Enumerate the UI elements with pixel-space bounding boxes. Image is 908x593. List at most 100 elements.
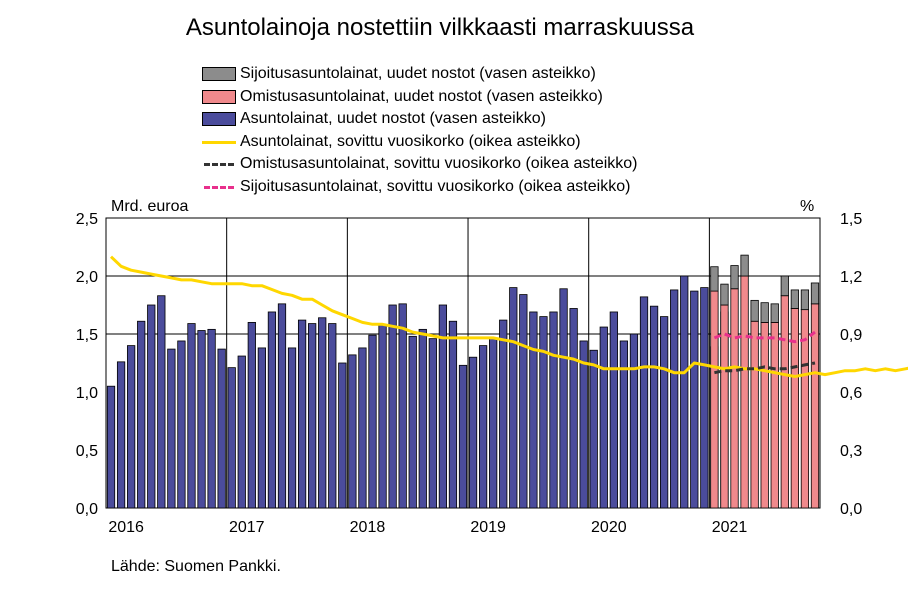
x-tick-label: 2017 [229,519,265,536]
legend-item-asunto-rate: Asuntolainat, sovittu vuosikorko (oikea … [202,131,638,154]
bar-asuntolainat [448,320,458,509]
legend-label-asunto-rate: Asuntolainat, sovittu vuosikorko (oikea … [240,132,581,150]
bar-asuntolainat [519,294,528,509]
chart-title: Asuntolainoja nostettiin vilkkaasti marr… [185,14,695,41]
bar-asuntolainat [468,356,478,509]
legend-label-asunto-bars: Asuntolainat, uudet nostot (vasen asteik… [240,110,546,128]
bar-asuntolainat [187,323,196,509]
bar-asuntolainat [559,288,568,509]
bar-sijoitusasuntolainat [760,302,769,323]
legend-swatch-asunto-rate [202,140,236,144]
bar-sijoitusasuntolainat [810,282,820,305]
bar-asuntolainat [348,354,357,509]
legend-item-sijoitus-bars: Sijoitusasuntolainat, uudet nostot (vase… [202,63,638,86]
bar-asuntolainat [227,367,236,509]
bar-asuntolainat [569,308,578,509]
right-tick-label: 1,5 [840,211,862,228]
bar-sijoitusasuntolainat [750,299,759,322]
bar-asuntolainat [639,296,649,509]
bar-asuntolainat [257,347,266,509]
legend-label-sijoitus-rate: Sijoitusasuntolainat, sovittu vuosikorko… [240,177,631,195]
bar-omistusasuntolainat [730,288,739,509]
legend-label-omistus-bars: Omistusasuntolainat, uudet nostot (vasen… [240,87,603,105]
right-tick-label: 1,2 [840,269,862,286]
bar-omistusasuntolainat [710,290,719,509]
bar-asuntolainat [127,345,136,509]
right-tick-label: 0,0 [840,501,862,518]
bar-asuntolainat [237,355,246,509]
line-series-1 [714,361,816,375]
bar-asuntolainat [277,303,287,509]
bar-asuntolainat [378,324,387,509]
left-tick-label: 1,5 [76,327,98,344]
bar-asuntolainat [368,334,377,509]
bar-asuntolainat [499,319,508,509]
bar-sijoitusasuntolainat [740,254,749,277]
bar-asuntolainat [489,338,498,509]
bar-asuntolainat [106,385,116,509]
bar-asuntolainat [287,347,297,509]
bar-asuntolainat [629,333,639,509]
bar-sijoitusasuntolainat [800,289,810,311]
bar-asuntolainat [579,340,588,509]
bar-asuntolainat [267,311,277,509]
legend-item-sijoitus-rate: Sijoitusasuntolainat, sovittu vuosikorko… [202,176,638,199]
legend-item-asunto-bars: Asuntolainat, uudet nostot (vasen asteik… [202,108,638,131]
bar-asuntolainat [509,287,518,509]
bar-sijoitusasuntolainat [770,303,779,323]
legend-swatch-omistus-rate [204,163,234,167]
legend-item-omistus-rate: Omistusasuntolainat, sovittu vuosikorko … [202,153,638,176]
bar-asuntolainat [700,287,709,509]
bar-asuntolainat [308,323,317,509]
right-axis-unit: % [800,198,815,215]
bar-omistusasuntolainat [760,321,769,509]
line-series-2 [713,330,816,344]
bar-omistusasuntolainat [770,321,779,509]
bar-asuntolainat [660,316,669,509]
bar-sijoitusasuntolainat [710,266,719,292]
bar-asuntolainat [478,345,488,509]
x-tick-label: 2018 [350,519,386,536]
left-axis-unit: Mrd. euroa [111,198,189,215]
bar-omistusasuntolainat [740,275,749,509]
bar-asuntolainat [358,347,367,509]
bar-asuntolainat [438,304,448,509]
line-series-0 [109,255,908,378]
bar-asuntolainat [328,323,337,509]
bar-omistusasuntolainat [790,308,799,509]
bar-asuntolainat [690,290,699,509]
bar-asuntolainat [217,348,226,509]
bar-asuntolainat [398,303,407,509]
bar-asuntolainat [247,321,256,509]
bar-asuntolainat [408,335,417,509]
bar-asuntolainat [137,320,146,509]
bar-omistusasuntolainat [780,295,789,509]
bar-asuntolainat [157,295,166,509]
bar-sijoitusasuntolainat [720,283,729,306]
x-tick-label: 2019 [470,519,506,536]
bar-asuntolainat [599,326,608,509]
bar-asuntolainat [318,317,327,509]
legend: Sijoitusasuntolainat, uudet nostot (vase… [202,63,638,199]
bar-sijoitusasuntolainat [730,265,739,290]
bar-asuntolainat [680,275,689,509]
right-tick-label: 0,3 [840,443,862,460]
legend-swatch-omistus-bars [202,89,236,104]
bar-asuntolainat [418,328,427,509]
legend-swatch-sijoitus-rate [204,185,234,189]
bar-asuntolainat [207,328,216,509]
left-tick-label: 0,5 [76,443,98,460]
bar-asuntolainat [589,349,598,509]
bar-asuntolainat [388,304,397,509]
source-note: Lähde: Suomen Pankki. [111,558,281,575]
bar-asuntolainat [177,340,186,509]
bar-asuntolainat [338,362,347,509]
left-tick-label: 2,0 [76,269,98,286]
legend-label-omistus-rate: Omistusasuntolainat, sovittu vuosikorko … [240,155,638,173]
legend-item-omistus-bars: Omistusasuntolainat, uudet nostot (vasen… [202,86,638,109]
bar-asuntolainat [619,340,629,509]
bar-sijoitusasuntolainat [790,289,799,309]
bar-asuntolainat [116,361,126,509]
bar-asuntolainat [197,330,206,509]
